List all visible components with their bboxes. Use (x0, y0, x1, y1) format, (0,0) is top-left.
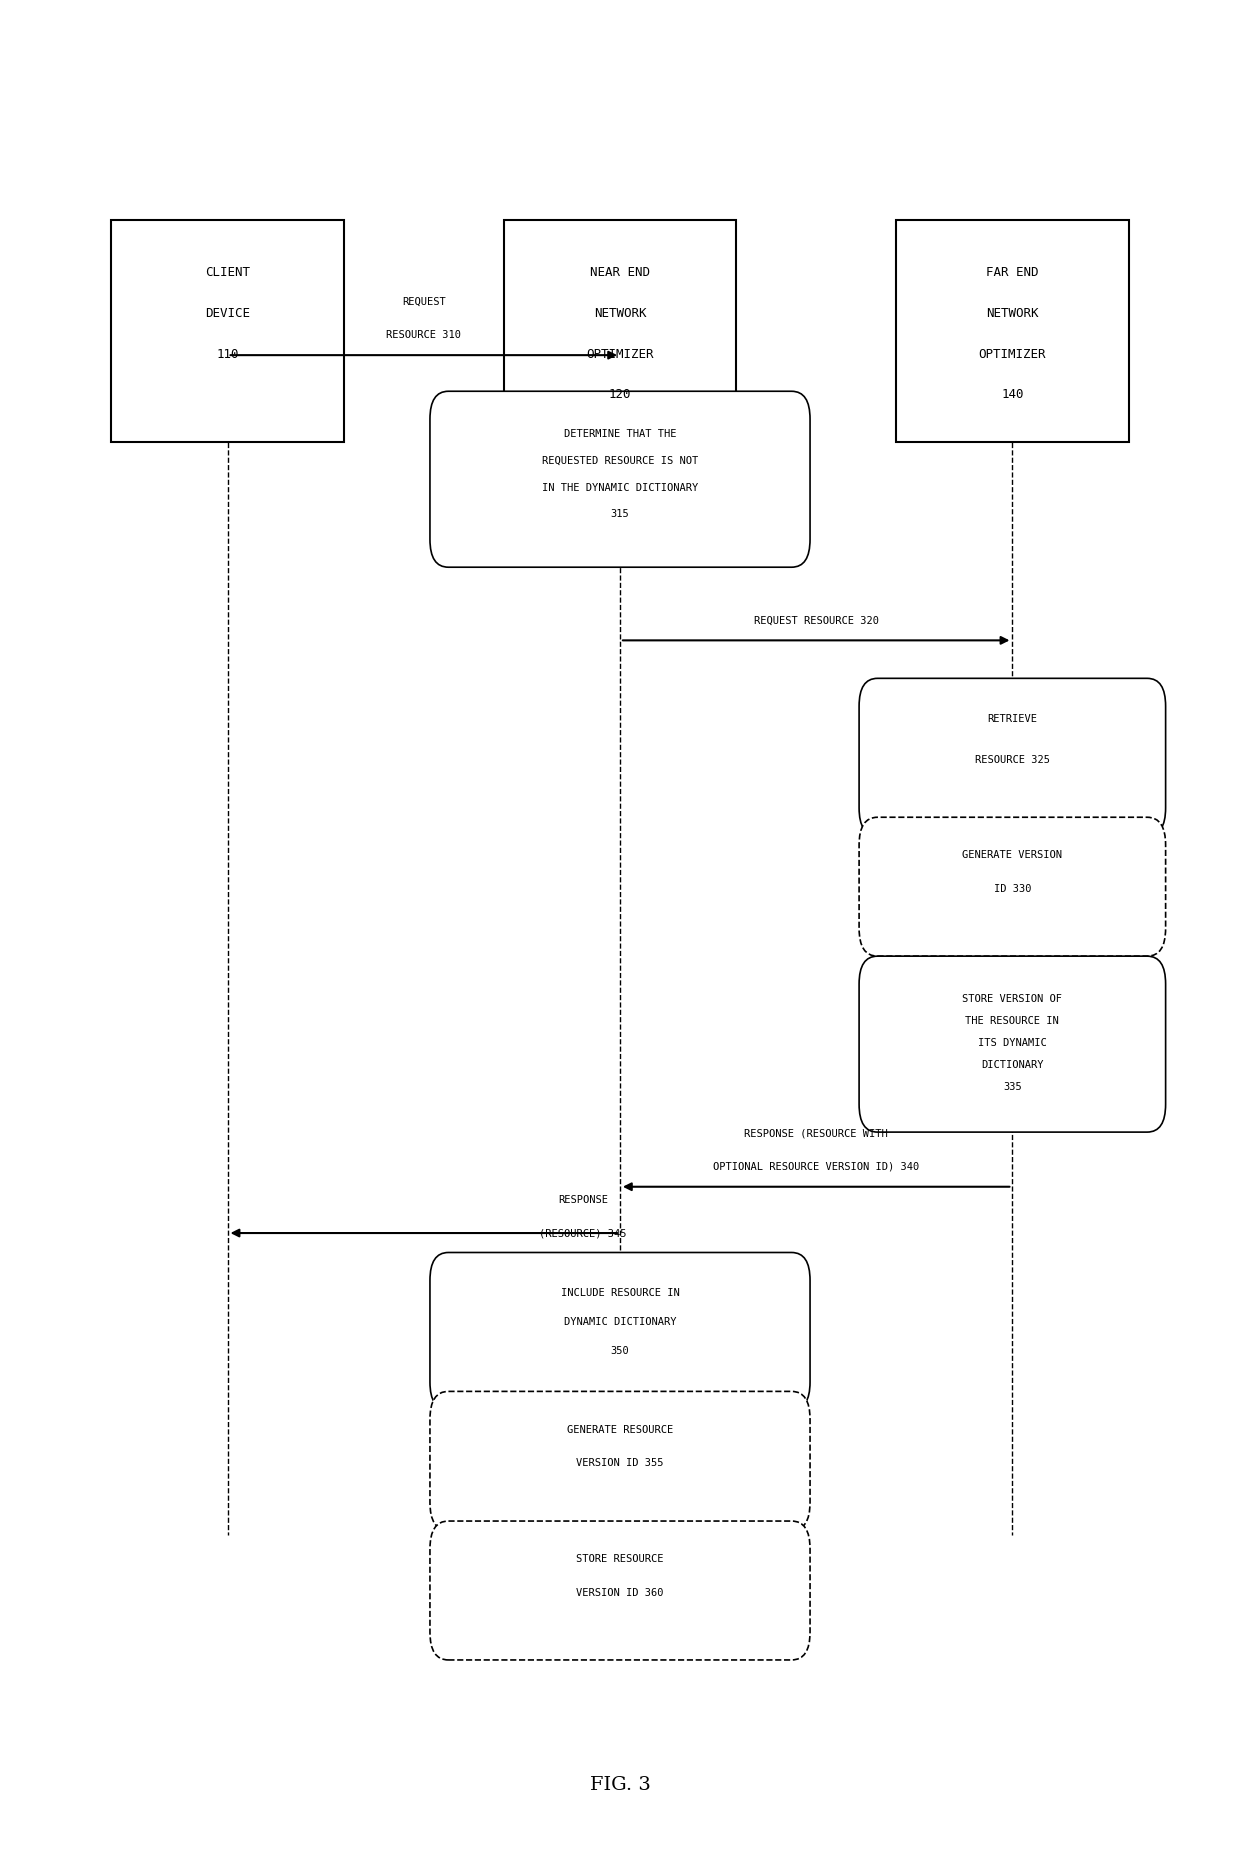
Text: REQUESTED RESOURCE IS NOT: REQUESTED RESOURCE IS NOT (542, 455, 698, 466)
Text: IN THE DYNAMIC DICTIONARY: IN THE DYNAMIC DICTIONARY (542, 483, 698, 493)
FancyBboxPatch shape (859, 955, 1166, 1133)
FancyBboxPatch shape (503, 220, 737, 442)
Text: RESOURCE 325: RESOURCE 325 (975, 754, 1050, 765)
Text: (RESOURCE) 345: (RESOURCE) 345 (539, 1228, 627, 1239)
Text: FAR END: FAR END (986, 267, 1039, 280)
Text: RETRIEVE: RETRIEVE (987, 715, 1038, 724)
Text: NETWORK: NETWORK (986, 308, 1039, 319)
Text: DYNAMIC DICTIONARY: DYNAMIC DICTIONARY (564, 1317, 676, 1327)
FancyBboxPatch shape (112, 220, 345, 442)
Text: ID 330: ID 330 (993, 884, 1032, 894)
FancyBboxPatch shape (430, 392, 810, 567)
Text: GENERATE RESOURCE: GENERATE RESOURCE (567, 1424, 673, 1435)
Text: REQUEST RESOURCE 320: REQUEST RESOURCE 320 (754, 616, 879, 625)
Text: OPTIMIZER: OPTIMIZER (587, 347, 653, 360)
Text: 120: 120 (609, 388, 631, 401)
Text: GENERATE VERSION: GENERATE VERSION (962, 851, 1063, 860)
Text: RESOURCE 310: RESOURCE 310 (387, 330, 461, 340)
Text: STORE VERSION OF: STORE VERSION OF (962, 995, 1063, 1004)
Text: THE RESOURCE IN: THE RESOURCE IN (966, 1015, 1059, 1026)
FancyBboxPatch shape (859, 817, 1166, 955)
Text: OPTIONAL RESOURCE VERSION ID) 340: OPTIONAL RESOURCE VERSION ID) 340 (713, 1163, 919, 1172)
Text: VERSION ID 360: VERSION ID 360 (577, 1588, 663, 1597)
Text: RESPONSE: RESPONSE (558, 1196, 608, 1205)
Text: DEVICE: DEVICE (205, 308, 250, 319)
FancyBboxPatch shape (430, 1521, 810, 1661)
Text: RESPONSE (RESOURCE WITH: RESPONSE (RESOURCE WITH (744, 1129, 888, 1138)
Text: REQUEST: REQUEST (402, 297, 445, 308)
Text: STORE RESOURCE: STORE RESOURCE (577, 1554, 663, 1564)
Text: VERSION ID 355: VERSION ID 355 (577, 1457, 663, 1469)
Text: FIG. 3: FIG. 3 (589, 1776, 651, 1793)
Text: 315: 315 (610, 509, 630, 519)
Text: 140: 140 (1001, 388, 1023, 401)
FancyBboxPatch shape (859, 679, 1166, 836)
Text: DICTIONARY: DICTIONARY (981, 1060, 1044, 1069)
Text: CLIENT: CLIENT (205, 267, 250, 280)
Text: INCLUDE RESOURCE IN: INCLUDE RESOURCE IN (560, 1288, 680, 1299)
FancyBboxPatch shape (895, 220, 1128, 442)
FancyBboxPatch shape (430, 1252, 810, 1411)
Text: 110: 110 (217, 347, 239, 360)
Text: DETERMINE THAT THE: DETERMINE THAT THE (564, 429, 676, 439)
Text: 350: 350 (610, 1345, 630, 1357)
Text: OPTIMIZER: OPTIMIZER (978, 347, 1047, 360)
Text: 335: 335 (1003, 1082, 1022, 1092)
Text: ITS DYNAMIC: ITS DYNAMIC (978, 1037, 1047, 1047)
Text: NEAR END: NEAR END (590, 267, 650, 280)
Text: NETWORK: NETWORK (594, 308, 646, 319)
FancyBboxPatch shape (430, 1392, 810, 1530)
